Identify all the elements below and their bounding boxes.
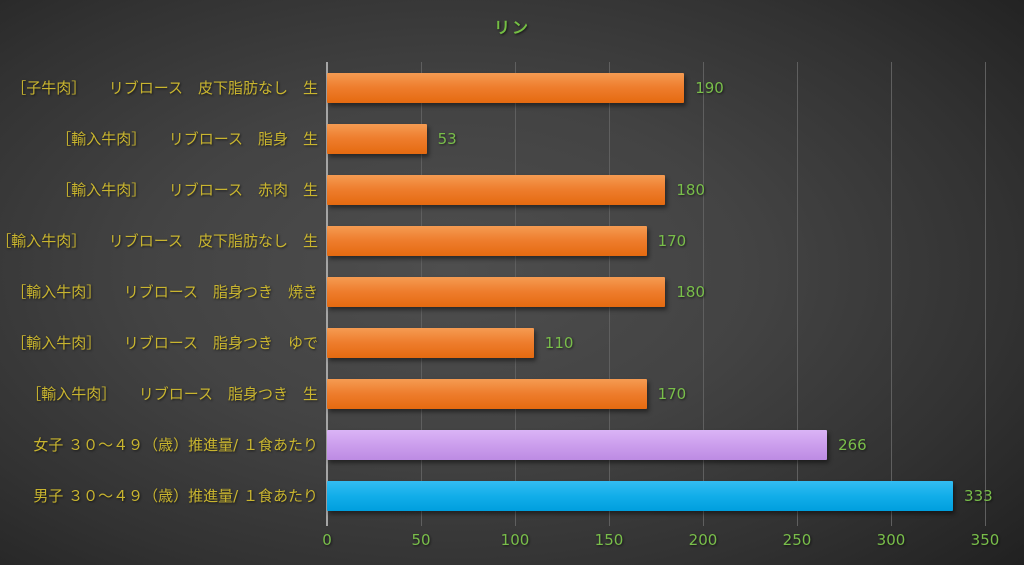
category-label: ［輸入牛肉］ リブロース 赤肉 生 <box>56 180 318 199</box>
bar <box>327 430 828 461</box>
x-axis-tick-label: 50 <box>411 531 431 549</box>
value-label: 333 <box>964 487 993 506</box>
bar <box>327 481 954 512</box>
gridline <box>703 62 704 526</box>
x-axis-tick-label: 250 <box>782 531 812 549</box>
value-label: 266 <box>838 436 867 455</box>
value-label: 170 <box>657 231 687 250</box>
bar <box>327 328 534 359</box>
x-axis-tick-label: 100 <box>500 531 530 549</box>
bar <box>327 277 666 307</box>
chart-title: リン <box>493 18 530 37</box>
category-label: ［輸入牛肉］ リブロース 脂身 生 <box>56 129 318 148</box>
category-label: ［輸入牛肉］ リブロース 脂身つき 生 <box>26 385 318 404</box>
gridline <box>797 62 798 526</box>
value-label: 180 <box>676 283 706 301</box>
x-axis-tick-label: 200 <box>688 531 718 549</box>
x-axis-tick-label: 150 <box>594 531 624 549</box>
x-axis-tick-label: 0 <box>322 531 332 549</box>
value-label: 190 <box>695 78 724 97</box>
bar <box>327 123 427 154</box>
category-label: 男子 ３０～４９（歳）推進量/ １食あたり <box>33 487 318 506</box>
value-label: 110 <box>544 334 574 353</box>
category-label: ［輸入牛肉］ リブロース 脂身つき ゆで <box>11 334 318 353</box>
gridline <box>891 62 892 526</box>
value-label: 170 <box>657 385 687 404</box>
gridline <box>985 62 986 526</box>
bar <box>327 225 647 256</box>
category-label: ［輸入牛肉］ リブロース 皮下脂肪なし 生 <box>0 231 318 250</box>
x-axis-tick-label: 300 <box>876 531 906 549</box>
value-label: 53 <box>437 129 457 148</box>
x-axis-tick-label: 350 <box>970 531 1000 549</box>
value-label: 180 <box>676 180 706 199</box>
category-label: ［子牛肉］ リブロース 皮下脂肪なし 生 <box>11 78 318 97</box>
category-label: 女子 ３０～４９（歳）推進量/ １食あたり <box>33 436 318 455</box>
bar <box>327 174 666 205</box>
bar <box>327 72 685 103</box>
category-label: ［輸入牛肉］ リブロース 脂身つき 焼き <box>11 283 318 301</box>
bar <box>327 379 647 410</box>
